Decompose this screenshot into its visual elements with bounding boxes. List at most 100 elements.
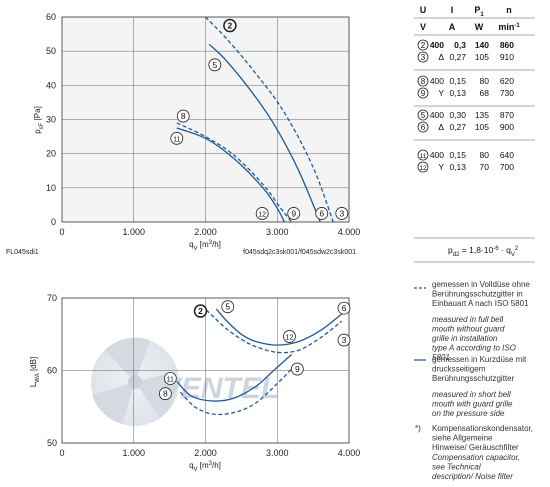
sound-chart-y-axis-label: LWA [dB] <box>29 357 41 387</box>
row-speed: 860 <box>500 40 514 50</box>
curve-marker-circle-9 <box>287 207 301 220</box>
y-tick-label: 20 <box>46 149 56 159</box>
curve-marker-circle-3 <box>335 207 349 220</box>
x-tick-label: 3.000 <box>266 448 289 458</box>
y-tick-label: 40 <box>46 80 56 90</box>
x-tick-label: 1.000 <box>122 227 145 237</box>
row-id: 6 <box>421 123 426 132</box>
legend-solid-text-de: gemessen in Kurzdüse mit drucksseitigem Be… <box>432 355 527 383</box>
row-power: 70 <box>480 162 490 172</box>
row-id-circle <box>417 51 429 63</box>
curve-marker-circle-11 <box>163 372 177 385</box>
table-unit-voltage: V <box>420 22 426 32</box>
row-current: 0,15 <box>449 150 466 160</box>
row-id: 12 <box>419 165 427 172</box>
curve-marker-circle-12 <box>255 207 269 220</box>
sound-chart-x-axis-label: qV [m3/h] <box>189 461 221 473</box>
y-tick-label: 0 <box>51 217 56 227</box>
curve-marker-circle-2 <box>223 18 237 33</box>
sound-chart: VENTEL 50 60 70 0 1.000 2.000 3.000 4.000 2 5 6 1… <box>29 293 360 473</box>
series-line-2 <box>201 304 343 354</box>
curve-marker-label-11: 11 <box>167 376 174 383</box>
row-speed: 700 <box>500 162 514 172</box>
sound-chart-curve-labels: 2 5 6 12 3 9 11 8 <box>158 300 351 401</box>
curve-marker-circle-8 <box>158 387 172 401</box>
curve-marker-label-6: 6 <box>342 303 347 313</box>
pressure-chart-y-ticks: 0 10 20 30 40 50 60 <box>46 12 56 227</box>
y-tick-label: 50 <box>47 438 57 448</box>
row-voltage: Y <box>438 162 444 172</box>
row-power: 135 <box>475 110 489 120</box>
row-current: 0,27 <box>449 52 466 62</box>
row-voltage: Δ <box>438 122 444 132</box>
y-tick-label: 60 <box>47 366 57 376</box>
y-tick-label: 60 <box>46 12 56 22</box>
row-id: 8 <box>421 77 426 86</box>
electrical-data-table: U I P1 n V A W min-1 2 400 0,3 140 860 3 Δ 0,27… <box>414 5 535 263</box>
curve-marker-circle-11 <box>170 131 184 145</box>
row-id: 11 <box>420 153 427 160</box>
curve-marker-circle-2 <box>193 304 208 318</box>
curve-marker-label-8: 8 <box>163 389 168 399</box>
curve-marker-label-11: 11 <box>173 136 180 143</box>
legend-note-text-de: Kompensationskondensator, siehe Allgemein… <box>432 424 533 452</box>
legend-dashed-text-en: measured in full bell mouth without guard… <box>432 315 516 362</box>
x-tick-label: 0 <box>59 448 64 458</box>
series-line-5 <box>215 308 343 346</box>
row-speed: 870 <box>500 110 514 120</box>
row-voltage: 400 <box>430 150 444 160</box>
row-speed: 900 <box>500 122 514 132</box>
series-line-11 <box>176 354 293 402</box>
row-voltage: 400 <box>430 40 444 50</box>
table-header-voltage: U <box>420 5 427 15</box>
row-voltage: Y <box>438 88 444 98</box>
row-id: 3 <box>421 53 426 62</box>
legend-dashed-text-de: gemessen in Volldüse ohne Berührungsschut… <box>432 280 530 308</box>
x-tick-label: 2.000 <box>194 448 217 458</box>
y-tick-label: 70 <box>47 293 57 303</box>
x-tick-label: 2.000 <box>194 227 217 237</box>
sound-chart-series <box>176 304 343 416</box>
curve-marker-label-9: 9 <box>295 364 300 374</box>
curve-marker-circle-8 <box>176 109 190 123</box>
x-tick-label: 4.000 <box>338 448 361 458</box>
table-unit-speed: min-1 <box>498 22 520 32</box>
row-speed: 730 <box>500 88 514 98</box>
y-tick-label: 50 <box>46 46 56 56</box>
row-power: 105 <box>475 122 489 132</box>
x-tick-label: 4.000 <box>338 227 361 237</box>
curve-marker-circle-6 <box>315 207 329 220</box>
table-rows: 2 400 0,3 140 860 3 Δ 0,27 105 910 8 400 0,15 80 620 9 Y… <box>414 39 535 173</box>
x-tick-label: 1.000 <box>122 448 145 458</box>
row-speed: 640 <box>500 150 514 160</box>
row-id-circle <box>417 109 429 121</box>
curve-marker-label-3: 3 <box>342 335 347 345</box>
series-line-8 <box>179 368 293 416</box>
legend: gemessen in Volldüse ohne Berührungsschut… <box>414 280 533 481</box>
curve-marker-circle-12 <box>283 330 296 343</box>
series-line-2 <box>205 16 334 223</box>
row-id-circle <box>417 149 429 161</box>
curve-marker-label-8: 8 <box>181 111 186 121</box>
row-current: 0,27 <box>449 122 466 132</box>
curve-marker-label-12: 12 <box>258 211 266 218</box>
row-id: 9 <box>421 89 426 98</box>
row-current: 0,30 <box>449 110 466 120</box>
curve-marker-label-5: 5 <box>225 302 230 312</box>
row-id-circle <box>417 39 429 51</box>
y-tick-label: 10 <box>46 183 56 193</box>
legend-note-text-en: Compensation capacitor, see Technical desc… <box>432 453 520 481</box>
pressure-chart-x-axis-label: qV [m3/h] <box>189 240 221 252</box>
table-header-power: P1 <box>474 5 484 18</box>
curve-marker-circle-6 <box>337 301 351 315</box>
pressure-formula: pd2 = 1,8·10-6 · qV2 <box>448 245 519 258</box>
curve-marker-circle-5 <box>208 58 222 72</box>
pressure-chart-y-axis-label: psF [Pa] <box>33 106 45 134</box>
x-tick-label: 3.000 <box>266 227 289 237</box>
sound-chart-y-ticks: 50 60 70 <box>47 293 57 448</box>
row-id: 5 <box>421 111 426 120</box>
series-line-11 <box>176 127 285 223</box>
row-id-circle <box>417 121 429 133</box>
row-power: 105 <box>475 52 489 62</box>
